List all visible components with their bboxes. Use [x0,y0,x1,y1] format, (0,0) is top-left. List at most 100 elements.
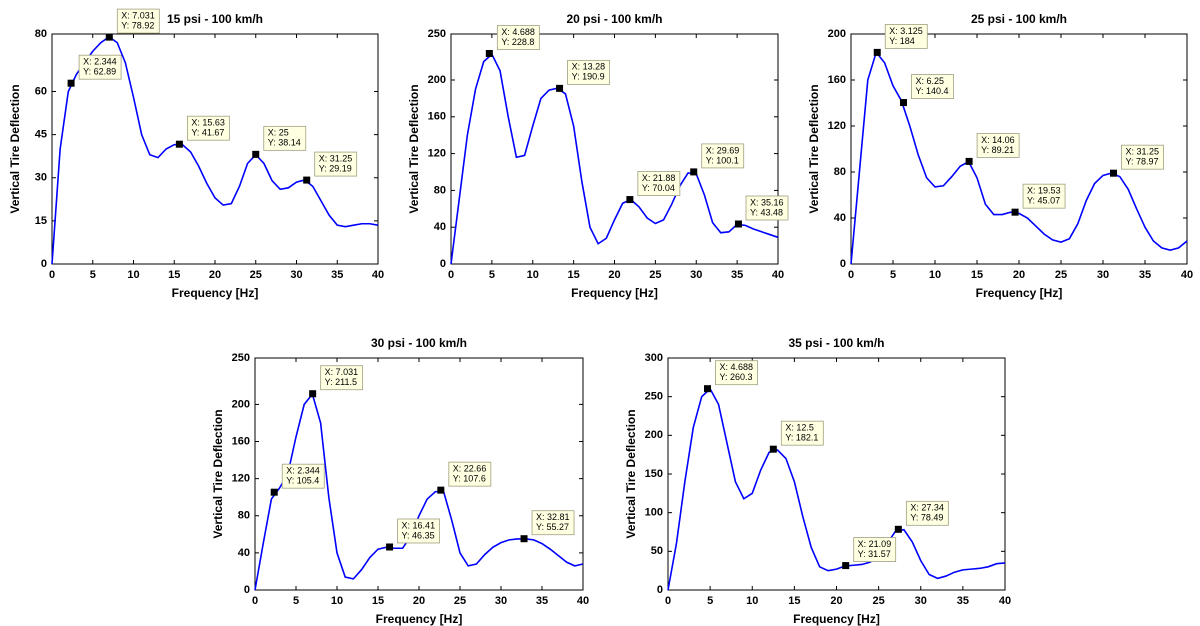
datatip-box [78,54,122,80]
datatip-x: X: 22.66 [453,464,487,474]
y-tick-label: 120 [428,148,446,160]
y-tick-label: 80 [238,510,250,522]
datatip-x: X: 35.16 [750,197,784,207]
chart-title: 35 psi - 100 km/h [788,336,884,350]
datatip-y: Y: 78.92 [121,20,154,30]
subplot: 25 psi - 100 km/h Frequency [Hz] Vertical … [807,12,1193,300]
y-tick-label: 120 [828,120,846,132]
datatip-box [1121,144,1164,170]
datatip-marker [1011,208,1019,216]
datatip-x: X: 29.69 [706,145,740,155]
datatip-x: X: 14.06 [981,135,1015,145]
datatip-x: X: 13.28 [572,62,606,72]
data-line [254,392,584,591]
datatip-box [448,461,492,487]
x-tick-label: 10 [527,269,539,281]
x-tick-label: 15 [168,269,180,281]
datatip-box [496,25,540,50]
datatip-x: X: 15.63 [191,118,225,128]
datatip-x: X: 21.88 [642,173,676,183]
y-axis-label: Vertical Tire Deflection [211,409,225,538]
x-tick-label: 20 [413,595,425,607]
subplot: 20 psi - 100 km/h Frequency [Hz] Vertical … [407,12,789,300]
datatip-marker [1110,169,1117,177]
datatip-x: X: 31.25 [1126,147,1160,157]
y-tick-label: 80 [35,28,47,40]
datatip-y: Y: 107.6 [453,474,486,484]
datatip-y: Y: 105.4 [286,476,319,486]
y-tick-label: 40 [434,221,446,233]
datatip-box [853,537,897,562]
datatip-marker [67,79,75,87]
datatip-x: X: 16.41 [402,520,436,530]
y-axis-label: Vertical Tire Deflection [807,84,821,213]
y-tick-label: 120 [232,473,250,485]
y-tick-label: 15 [35,215,47,227]
datatip-y: Y: 70.04 [642,183,675,193]
datatip-x: X: 32.81 [536,512,570,522]
datatip-y: Y: 228.8 [501,37,534,47]
x-tick-label: 15 [788,595,800,607]
datatip-box [715,360,758,386]
y-tick-label: 60 [35,85,47,97]
datatip-x: X: 2.344 [286,466,320,476]
y-tick-label: 200 [828,28,846,40]
datatip-y: Y: 29.19 [319,163,352,173]
x-tick-label: 40 [577,595,589,607]
datatip-box [263,125,307,151]
y-tick-label: 80 [434,184,446,196]
datatip-x: X: 19.53 [1027,186,1061,196]
x-tick-label: 40 [372,269,384,281]
datatip-marker [252,150,260,158]
datatip-box [780,420,824,446]
datatip-y: Y: 78.97 [1126,157,1159,167]
y-tick-label: 250 [645,391,663,403]
datatip-y: Y: 140.4 [916,86,949,96]
x-axis-label: Frequency [Hz] [976,286,1063,300]
datatip-marker [842,562,850,570]
x-tick-label: 40 [999,595,1011,607]
datatip-x: X: 2.344 [83,57,117,67]
y-tick-label: 200 [645,429,663,441]
y-tick-label: 80 [834,166,846,178]
x-tick-label: 35 [957,595,969,607]
x-tick-label: 30 [290,269,302,281]
y-tick-label: 0 [41,258,47,270]
x-tick-label: 25 [1055,269,1067,281]
x-tick-label: 15 [971,269,983,281]
x-tick-label: 35 [1139,269,1151,281]
x-tick-label: 5 [707,595,713,607]
y-axis-label: Vertical Tire Deflection [8,84,22,213]
data-line [450,52,779,265]
datatip-x: X: 4.688 [719,362,753,372]
y-tick-label: 300 [645,352,663,364]
x-tick-label: 25 [250,269,262,281]
datatip-box [567,59,610,85]
datatip-box [186,115,230,141]
datatip-y: Y: 41.67 [191,128,224,138]
x-tick-label: 10 [929,269,941,281]
datatip-box [911,74,954,99]
x-tick-label: 25 [649,269,661,281]
datatip-marker [873,48,881,56]
y-axis-label: Vertical Tire Deflection [407,84,421,213]
subplot: 15 psi - 100 km/h Frequency [Hz] Vertical … [8,8,384,300]
x-tick-label: 30 [690,269,702,281]
y-tick-label: 200 [428,74,446,86]
datatip-marker [626,196,634,204]
datatip-x: X: 27.34 [910,503,944,513]
datatip-marker [900,99,907,107]
datatip-marker [303,176,311,184]
x-tick-label: 0 [252,595,258,607]
y-tick-label: 0 [657,584,663,596]
datatip-y: Y: 43.48 [750,207,783,217]
datatip-marker [105,33,113,41]
x-tick-label: 35 [731,269,743,281]
datatip-y: Y: 182.1 [785,433,818,443]
datatip-box [116,8,160,34]
datatip-marker [734,220,742,228]
x-tick-label: 0 [448,269,454,281]
datatip-box [701,143,745,169]
x-tick-label: 25 [454,595,466,607]
y-tick-label: 40 [834,212,846,224]
